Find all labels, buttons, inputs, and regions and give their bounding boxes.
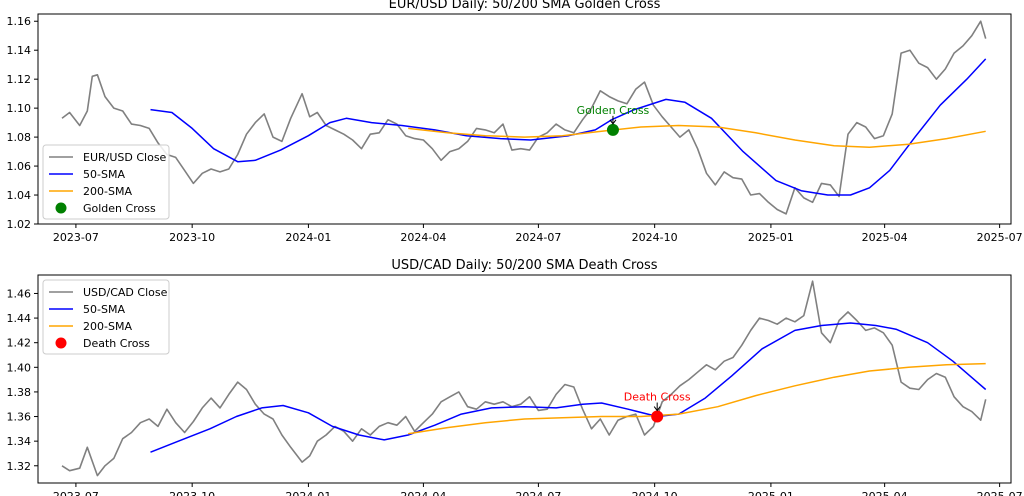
legend-marker-swatch [55,337,67,349]
y-tick-label: 1.46 [7,287,32,300]
x-tick-label: 2025-07 [977,231,1023,244]
x-tick-label: 2025-07 [977,490,1023,496]
x-tick-label: 2024-04 [400,490,446,496]
y-tick-label: 1.42 [7,337,32,350]
y-tick-label: 1.44 [7,312,32,325]
chart-title: EUR/USD Daily: 50/200 SMA Golden Cross [389,0,661,12]
x-tick-label: 2023-10 [169,490,215,496]
legend-label: USD/CAD Close [83,286,168,299]
x-tick-label: 2025-01 [748,490,794,496]
x-tick-label: 2024-07 [515,231,561,244]
y-tick-label: 1.32 [7,460,32,473]
series-line-sma50 [150,58,987,196]
y-tick-label: 1.10 [7,102,32,115]
chart-usdcad: USD/CAD Daily: 50/200 SMA Death Cross De… [7,258,1023,496]
series-line-sma200 [408,362,986,435]
series-line-close [61,280,987,477]
legend-box [42,279,170,355]
legend-label: Golden Cross [83,202,156,215]
death-cross-marker [651,410,664,423]
legend-label: Death Cross [83,337,150,350]
x-tick-label: 2025-01 [748,231,794,244]
x-tick-label: 2025-04 [862,490,908,496]
y-tick-label: 1.36 [7,411,32,424]
x-tick-label: 2024-10 [632,490,678,496]
legend-label: EUR/USD Close [83,151,167,164]
plot-frame [37,13,1012,225]
series-line-sma200 [408,124,986,148]
y-tick-label: 1.38 [7,386,32,399]
legend-box [42,144,170,220]
x-tick-label: 2024-04 [400,231,446,244]
y-tick-label: 1.34 [7,435,32,448]
y-tick-label: 1.08 [7,131,32,144]
y-tick-label: 1.06 [7,160,32,173]
y-tick-label: 1.40 [7,361,32,374]
x-tick-label: 2023-07 [53,490,99,496]
annotation-arrow-head [653,406,661,412]
chart-eurusd: EUR/USD Daily: 50/200 SMA Golden Cross G… [7,0,1023,244]
legend-label: 50-SMA [83,303,125,316]
y-tick-label: 1.02 [7,218,32,231]
y-tick-label: 1.04 [7,189,32,202]
legend-marker-swatch [55,202,67,214]
cross-annotation-label: Death Cross [624,391,691,404]
x-tick-label: 2024-07 [515,490,561,496]
y-tick-label: 1.14 [7,44,32,57]
series-line-close [61,20,987,215]
series-line-sma50 [150,322,987,453]
x-tick-label: 2024-01 [285,231,331,244]
cross-annotation-label: Golden Cross [577,104,650,117]
legend-label: 50-SMA [83,168,125,181]
annotation-arrow-head [609,119,617,125]
y-tick-label: 1.16 [7,15,32,28]
y-tick-label: 1.12 [7,73,32,86]
golden-cross-marker [606,123,619,136]
legend-label: 200-SMA [83,320,132,333]
x-tick-label: 2023-10 [169,231,215,244]
plot-frame [37,274,1012,484]
x-tick-label: 2023-07 [53,231,99,244]
x-tick-label: 2024-10 [632,231,678,244]
x-tick-label: 2024-01 [285,490,331,496]
legend-label: 200-SMA [83,185,132,198]
chart-title: USD/CAD Daily: 50/200 SMA Death Cross [391,258,657,273]
x-tick-label: 2025-04 [862,231,908,244]
